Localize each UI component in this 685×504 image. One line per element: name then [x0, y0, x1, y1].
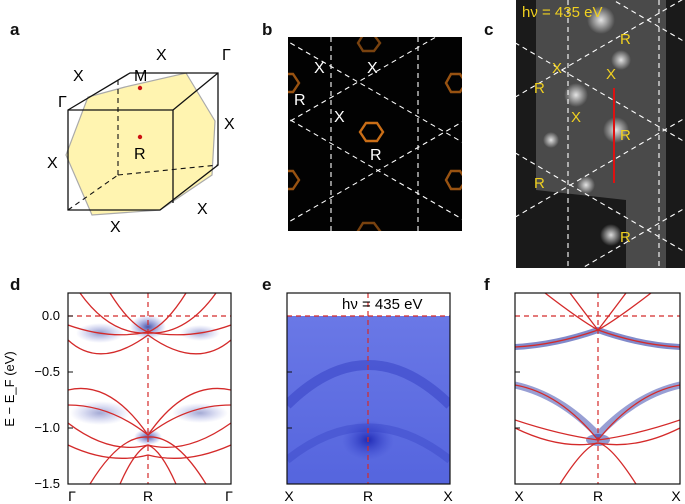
- xtick-2: X: [443, 488, 453, 504]
- label-r-3: R: [620, 127, 631, 144]
- photon-energy-label: hν = 435 eV: [342, 296, 422, 313]
- xtick-1: R: [143, 488, 153, 504]
- xtick-0: X: [284, 488, 294, 504]
- panel-letter-a: a: [10, 20, 20, 39]
- label-x-left-top: X: [73, 68, 84, 85]
- label-x-2: X: [606, 66, 616, 83]
- label-r-2: R: [370, 147, 382, 164]
- panel-letter-f: f: [484, 275, 490, 294]
- ytick-2: −1.0: [34, 420, 60, 435]
- label-r-1: R: [294, 92, 306, 109]
- label-x-1: X: [552, 60, 562, 77]
- panel-letter-b: b: [262, 20, 273, 39]
- label-r-5: R: [620, 229, 631, 246]
- panel-letter-d: d: [10, 275, 21, 294]
- ytick-1: −0.5: [34, 364, 60, 379]
- photon-energy-label: hν = 435 eV: [522, 4, 602, 21]
- photon-energy-map: hν = 435 eV R X X R X R R R: [516, 0, 685, 268]
- label-x-right: X: [224, 116, 235, 133]
- xtick-0: X: [514, 488, 524, 504]
- label-r-2: R: [534, 80, 545, 97]
- xtick-2: Γ: [225, 488, 233, 504]
- label-r-4: R: [534, 175, 545, 192]
- label-x-2: X: [367, 60, 378, 77]
- brillouin-zone-diagram: X Γ X Γ M R X X X X: [47, 47, 235, 236]
- xtick-0: Γ: [68, 488, 76, 504]
- m-point: [137, 85, 143, 91]
- label-r-1: R: [620, 31, 631, 48]
- r-point: [137, 134, 143, 140]
- label-r: R: [134, 146, 146, 163]
- label-x-left: X: [47, 155, 58, 172]
- ytick-3: −1.5: [34, 476, 60, 491]
- xtick-1: R: [363, 488, 373, 504]
- label-x-top: X: [156, 47, 167, 64]
- label-x-1: X: [314, 60, 325, 77]
- r-pocket-center: [358, 121, 385, 143]
- xtick-2: X: [671, 488, 681, 504]
- label-m: M: [134, 68, 147, 85]
- panel-letter-e: e: [262, 275, 272, 294]
- label-gamma-left: Γ: [58, 94, 67, 111]
- ytick-0: 0.0: [42, 308, 60, 323]
- label-x-3: X: [571, 109, 581, 126]
- label-x-3: X: [334, 109, 345, 126]
- label-x-right-low: X: [197, 201, 208, 218]
- arpes-spectrum-xrx: hν = 435 eV X R X: [284, 292, 453, 504]
- fermi-surface-map: X X R X R: [288, 37, 462, 231]
- label-gamma-top: Γ: [222, 47, 231, 64]
- band-structure-gamma-r: 0.0 −0.5 −1.0 −1.5 Γ R Γ E − E_F (eV): [2, 292, 233, 504]
- y-axis-label: E − E_F (eV): [2, 351, 17, 427]
- panel-letter-c: c: [484, 20, 494, 39]
- band-structure-xrx: X R X: [514, 292, 681, 504]
- label-x-bottom: X: [110, 219, 121, 236]
- xtick-1: R: [593, 488, 603, 504]
